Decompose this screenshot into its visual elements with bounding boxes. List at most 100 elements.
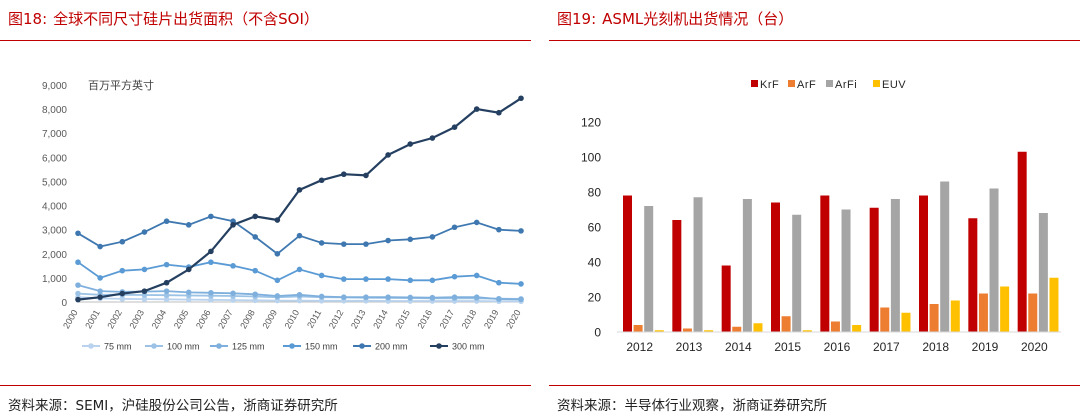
legend-label: EUV [882, 79, 906, 91]
data-point-125-mm [75, 282, 81, 288]
y-tick-label: 20 [588, 291, 602, 305]
series-line-150-mm [77, 261, 522, 285]
y-tick-label: 6,000 [42, 153, 67, 164]
unit-label: 百万平方英寸 [88, 78, 154, 92]
data-point-75-mm [296, 297, 303, 304]
data-point-150-mm [451, 273, 458, 280]
legend-swatch [788, 80, 795, 87]
x-tick-label: 2012 [626, 340, 653, 354]
data-point-200-mm [75, 230, 81, 237]
data-point-200-mm [163, 218, 170, 225]
data-point-75-mm [163, 296, 170, 303]
data-point-125-mm [341, 294, 347, 300]
x-tick-label: 2017 [438, 308, 457, 330]
x-tick-label: 2005 [172, 308, 191, 330]
x-tick-label: 2013 [676, 340, 703, 354]
y-tick-label: 8,000 [42, 105, 67, 116]
data-point-125-mm [252, 291, 258, 298]
data-point-300-mm [407, 141, 414, 147]
data-point-300-mm [163, 279, 170, 286]
data-point-150-mm [97, 275, 103, 281]
x-tick-label: 2002 [105, 308, 124, 330]
bar-ArFi-2019 [989, 188, 999, 332]
data-point-300-mm [341, 171, 347, 178]
data-point-200-mm [385, 237, 391, 244]
bar-ArFi-2016 [841, 209, 851, 332]
y-tick-label: 2,000 [42, 250, 67, 261]
legend-marker [289, 343, 295, 349]
data-point-150-mm [208, 259, 214, 266]
data-point-300-mm [496, 109, 502, 116]
data-point-150-mm [230, 263, 236, 269]
legend-label: ArFi [835, 79, 857, 91]
bar-EUV-2014 [753, 323, 763, 332]
x-tick-label: 2019 [482, 308, 501, 330]
legend-marker [88, 343, 94, 349]
x-tick-label: 2020 [504, 308, 523, 330]
source-note: 资料来源：半导体行业观察，浙商证券研究所 [557, 398, 827, 414]
bar-KrF-2016 [820, 195, 830, 332]
data-point-75-mm [208, 297, 214, 303]
bar-ArF-2016 [830, 321, 840, 332]
figure-19-title: 图19: ASML光刻机出货情况（台） [557, 8, 799, 29]
data-point-200-mm [473, 219, 480, 226]
y-tick-label: 5,000 [42, 177, 67, 188]
x-tick-label: 2016 [415, 308, 434, 330]
data-point-125-mm [296, 291, 303, 298]
data-point-125-mm [496, 296, 502, 302]
x-tick-label: 2020 [1021, 340, 1048, 354]
data-point-150-mm [496, 279, 502, 286]
legend-marker [436, 343, 442, 349]
data-point-100-mm [163, 292, 170, 299]
x-tick-label: 2017 [873, 340, 900, 354]
data-point-125-mm [97, 288, 103, 294]
x-tick-label: 2001 [83, 308, 102, 330]
legend-label: KrF [760, 79, 779, 91]
data-point-300-mm [473, 106, 480, 112]
data-point-125-mm [163, 288, 170, 294]
x-tick-label: 2003 [128, 308, 147, 330]
bar-KrF-2019 [968, 218, 978, 332]
bar-KrF-2013 [672, 220, 682, 332]
data-point-75-mm [252, 297, 258, 304]
bar-chart: 0 20 40 60 80 100 120 2012 2013 2014 2015 2016 2017 2… [581, 79, 1061, 354]
data-point-150-mm [363, 276, 369, 282]
data-point-125-mm [208, 290, 214, 296]
y-tick-label: 0 [61, 298, 67, 309]
data-point-300-mm [97, 294, 103, 300]
x-tick-label: 2008 [238, 308, 257, 330]
data-point-150-mm [274, 277, 281, 284]
legend-label: 300 mm [452, 342, 485, 352]
data-point-150-mm [141, 266, 148, 273]
bar-ArF-2012 [633, 325, 643, 332]
bar-EUV-2020 [1049, 277, 1059, 332]
figure-19-title-text: ASML光刻机出货情况（台） [602, 10, 794, 28]
data-point-300-mm [185, 266, 192, 273]
y-tick-label: 0 [594, 326, 601, 340]
x-tick-label: 2006 [194, 308, 213, 330]
data-point-300-mm [252, 213, 258, 220]
bar-EUV-2015 [802, 330, 812, 332]
data-point-300-mm [274, 217, 281, 223]
bar-ArF-2018 [929, 304, 939, 332]
figure-18-title: 图18: 全球不同尺寸硅片出货面积（不含SOI） [8, 8, 325, 29]
data-point-125-mm [318, 293, 325, 300]
data-point-200-mm [185, 222, 192, 228]
bar-EUV-2017 [901, 312, 911, 332]
bar-EUV-2019 [1000, 286, 1010, 332]
bar-ArFi-2012 [644, 206, 654, 332]
data-point-200-mm [363, 241, 369, 247]
data-point-200-mm [451, 224, 458, 231]
figure-18-label: 图18: [8, 10, 48, 28]
data-point-200-mm [341, 241, 347, 247]
data-point-300-mm [208, 248, 214, 255]
bar-KrF-2017 [869, 207, 879, 332]
bar-KrF-2012 [623, 195, 632, 332]
data-point-200-mm [318, 240, 325, 246]
data-point-200-mm [274, 250, 281, 257]
data-point-300-mm [119, 290, 126, 297]
legend-marker [359, 343, 365, 349]
x-tick-label: 2018 [460, 308, 479, 330]
figure-19-panel: 图19: ASML光刻机出货情况（台） 0 20 40 60 80 100 120 2012 20… [549, 0, 1080, 417]
data-point-125-mm [518, 296, 524, 303]
